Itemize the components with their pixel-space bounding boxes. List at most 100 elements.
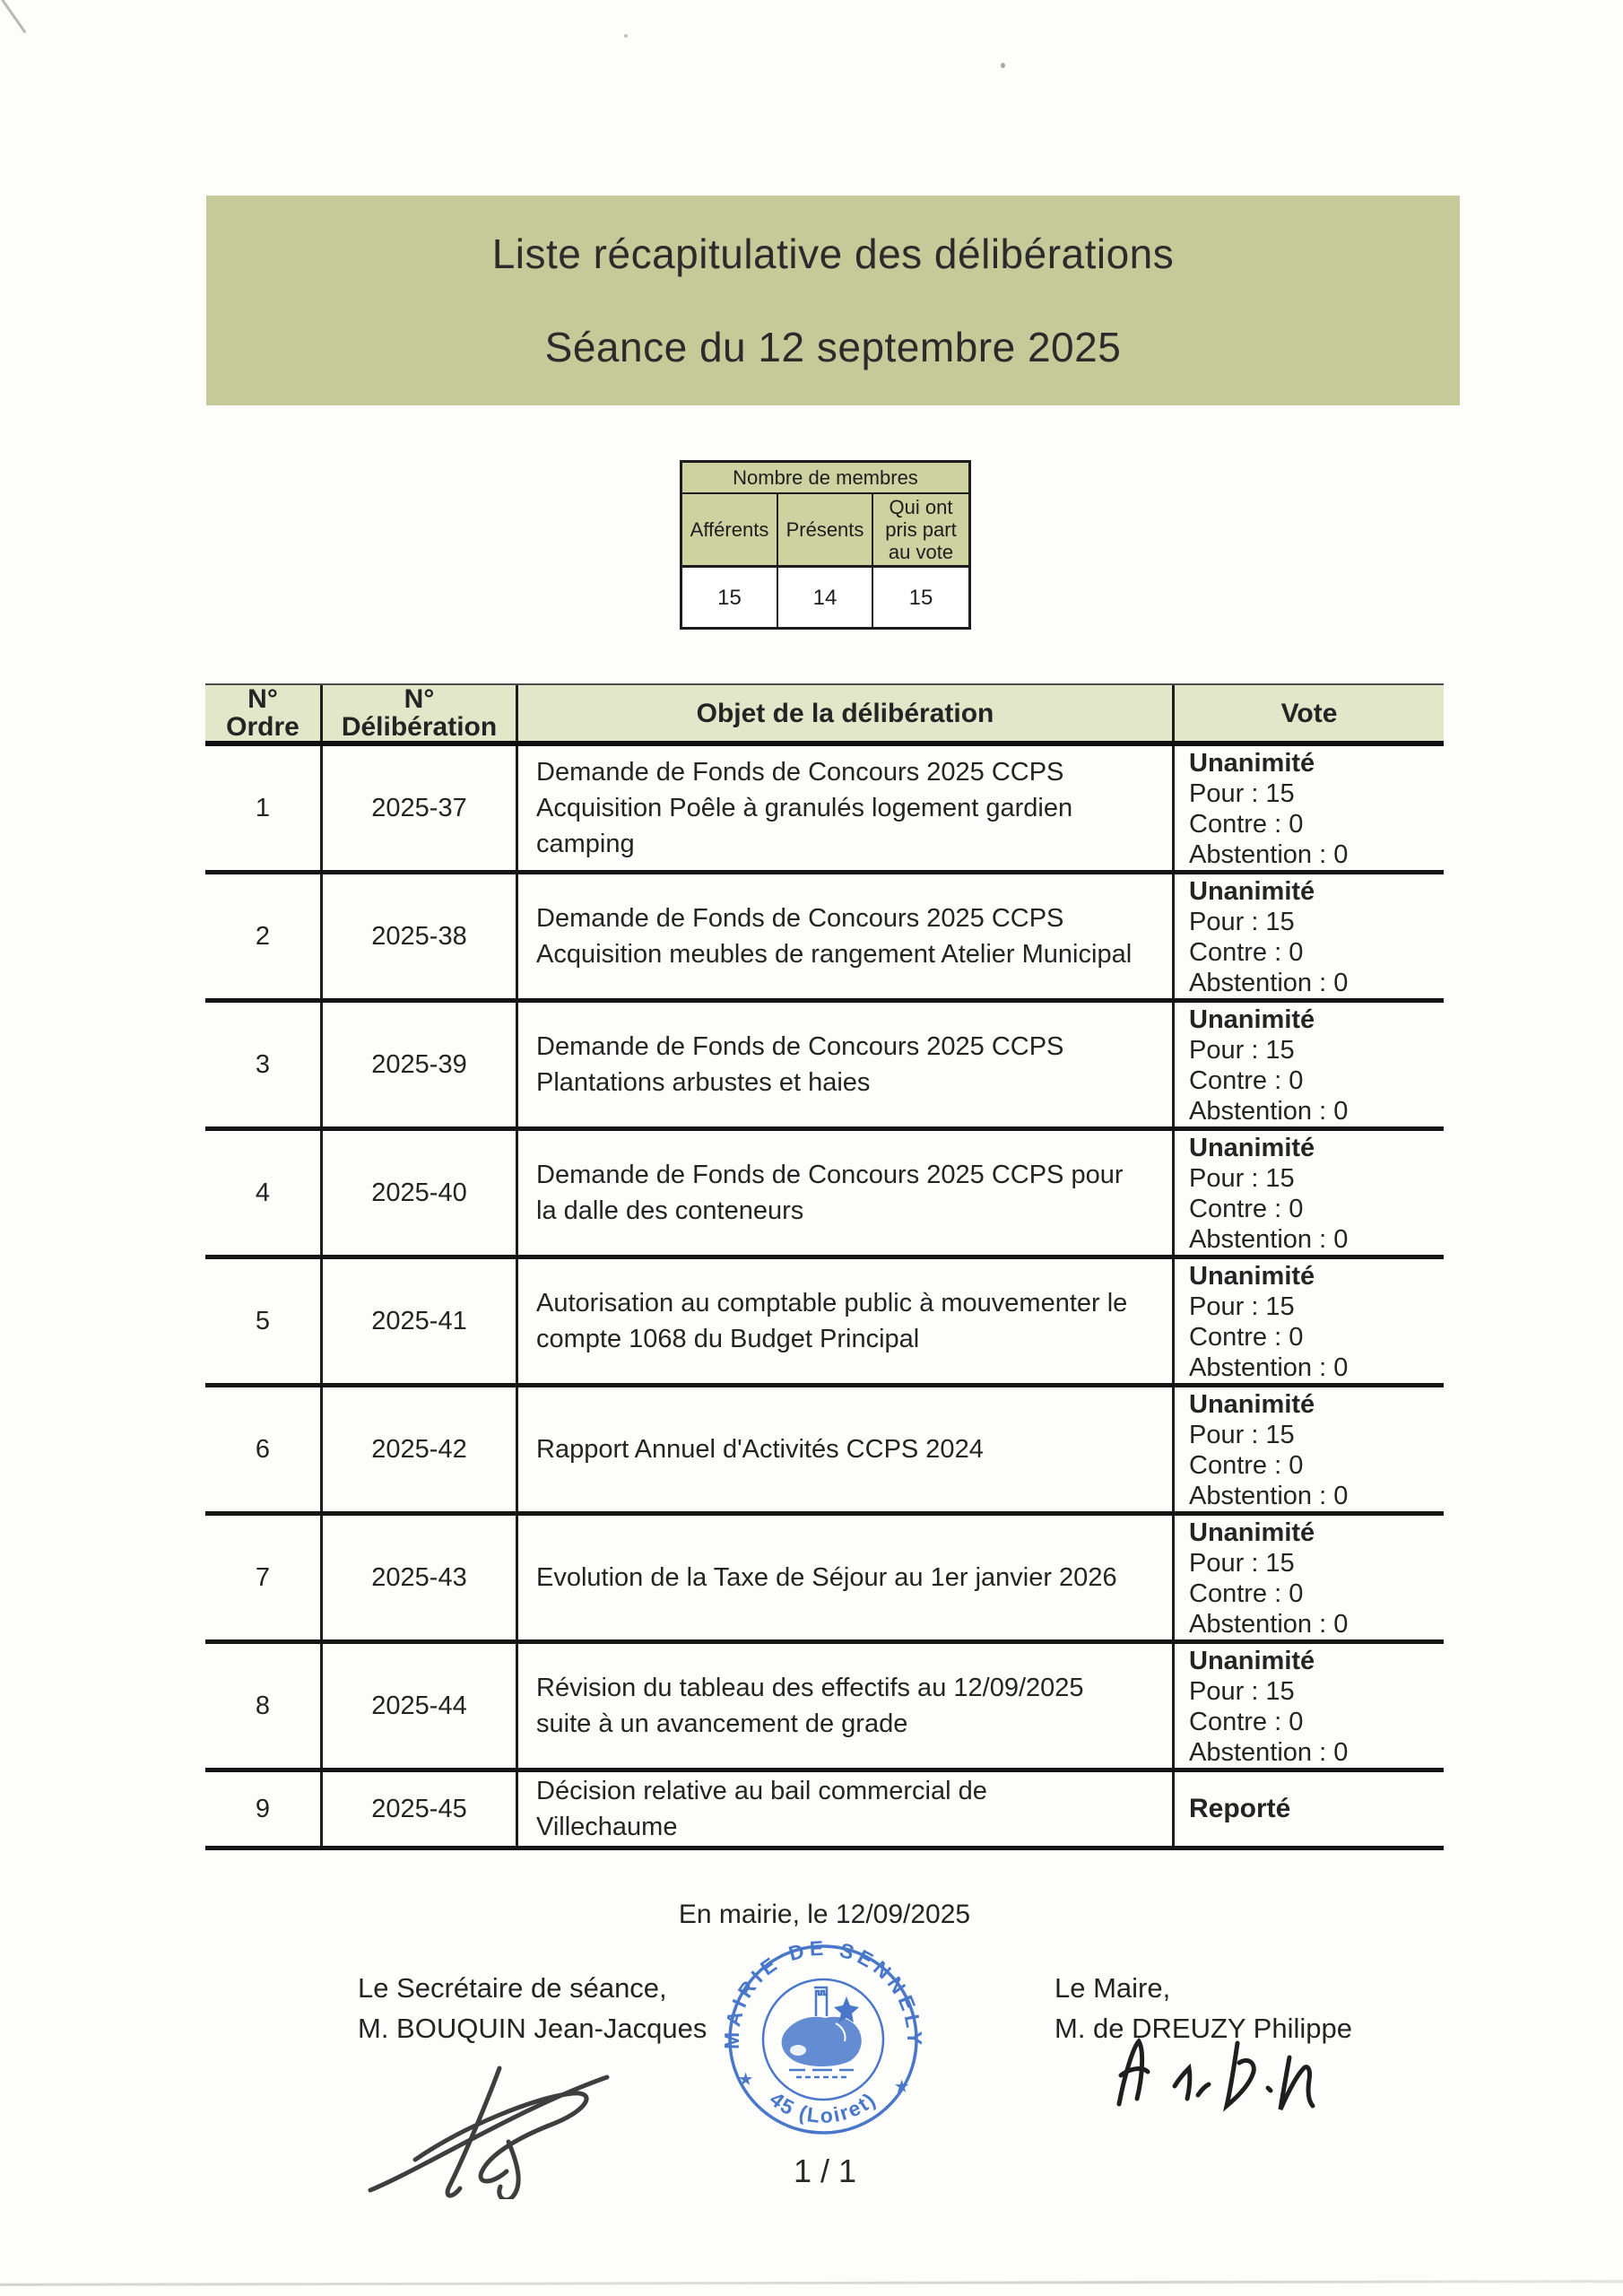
scan-corner-artifact [0, 0, 27, 34]
vote-contre: Contre : 0 [1189, 938, 1304, 967]
vote-abstention: Abstention : 0 [1189, 1225, 1349, 1254]
objet-cell: Demande de Fonds de Concours 2025 CCPS A… [516, 746, 1172, 870]
header-ordre-line2: Ordre [226, 712, 299, 742]
members-table-values-row: 15 14 15 [682, 568, 968, 627]
stamp-arc-bottom-text: 45 (Loiret) [766, 2087, 880, 2127]
table-row: 9 2025-45 Décision relative au bail comm… [205, 1772, 1444, 1850]
members-table-header-row: Afférents Présents Qui ont pris part au … [682, 494, 968, 568]
scan-speck [1001, 63, 1005, 68]
ordre-cell: 4 [255, 1178, 271, 1207]
stamp-star-left: ★ [739, 2071, 753, 2088]
ordre-cell: 8 [255, 1691, 271, 1720]
vote-cell: Reporté [1172, 1772, 1444, 1846]
vote-result: Unanimité [1189, 1647, 1315, 1675]
members-val-afferents: 15 [717, 585, 742, 610]
document-title: Liste récapitulative des délibérations [491, 230, 1175, 277]
ordre-cell: 2 [255, 921, 271, 951]
vote-result: Reporté [1189, 1794, 1291, 1823]
vote-pour: Pour : 15 [1189, 1421, 1295, 1449]
vote-abstention: Abstention : 0 [1189, 1353, 1349, 1382]
vote-result: Unanimité [1189, 749, 1315, 778]
secretary-name: M. BOUQUIN Jean-Jacques [358, 2013, 707, 2044]
vote-result: Unanimité [1189, 1134, 1315, 1162]
vote-cell: Unanimité Pour : 15 Contre : 0 Abstentio… [1172, 1644, 1444, 1768]
vote-abstention: Abstention : 0 [1189, 1482, 1349, 1510]
vote-contre: Contre : 0 [1189, 1451, 1304, 1480]
header-deliberation-line2: Délibération [341, 712, 498, 742]
deliberation-cell: 2025-39 [320, 1003, 516, 1126]
deliberation-cell: 2025-38 [320, 874, 516, 998]
header-deliberation: N° Délibération [320, 685, 516, 741]
vote-result: Unanimité [1189, 1262, 1315, 1291]
secretary-block: Le Secrétaire de séance, M. BOUQUIN Jean… [358, 1968, 707, 2048]
mayor-name: M. de DREUZY Philippe [1055, 2013, 1352, 2044]
table-row: 8 2025-44 Révision du tableau des effect… [205, 1644, 1444, 1772]
scan-edge-line [0, 2280, 1623, 2286]
vote-cell: Unanimité Pour : 15 Contre : 0 Abstentio… [1172, 1516, 1444, 1639]
members-val-presents: 14 [777, 568, 872, 627]
mayor-signature [1116, 2037, 1315, 2112]
header-ordre: N° Ordre [205, 685, 320, 741]
document-title-banner: Liste récapitulative des délibérations S… [206, 196, 1460, 405]
vote-pour: Pour : 15 [1189, 779, 1295, 808]
ordre-cell: 5 [255, 1306, 271, 1335]
deliberation-cell: 2025-43 [320, 1516, 516, 1639]
vote-contre: Contre : 0 [1189, 1066, 1304, 1095]
table-row: 4 2025-40 Demande de Fonds de Concours 2… [205, 1131, 1444, 1259]
objet-cell: Rapport Annuel d'Activités CCPS 2024 [516, 1387, 1172, 1511]
secretary-title: Le Secrétaire de séance, [358, 1972, 667, 2004]
vote-contre: Contre : 0 [1189, 1323, 1304, 1352]
vote-abstention: Abstention : 0 [1189, 1610, 1349, 1639]
objet-cell: Demande de Fonds de Concours 2025 CCPS P… [516, 1003, 1172, 1126]
objet-cell: Autorisation au comptable public à mouve… [516, 1259, 1172, 1383]
table-header-row: N° Ordre N° Délibération Objet de la dél… [205, 683, 1444, 746]
secretary-signature [368, 2066, 610, 2199]
members-col-presents: Présents [777, 494, 872, 565]
page-number: 1 / 1 [793, 2152, 857, 2189]
members-table-title: Nombre de membres [682, 463, 968, 494]
issued-date-line: En mairie, le 12/09/2025 [678, 1900, 971, 1929]
table-row: 6 2025-42 Rapport Annuel d'Activités CCP… [205, 1387, 1444, 1516]
ordre-cell: 3 [255, 1049, 271, 1079]
vote-result: Unanimité [1189, 1390, 1315, 1419]
ordre-cell: 6 [255, 1434, 271, 1464]
deliberation-cell: 2025-45 [320, 1772, 516, 1846]
municipal-stamp: MAIRIE DE SENNELY 45 (Loiret) ★ ★ [720, 1936, 925, 2142]
header-ordre-line1: N° [247, 684, 278, 714]
vote-pour: Pour : 15 [1189, 1549, 1295, 1578]
mayor-title: Le Maire, [1055, 1972, 1171, 2004]
objet-cell: Révision du tableau des effectifs au 12/… [516, 1644, 1172, 1768]
members-val-vote-part: 15 [872, 568, 968, 627]
vote-abstention: Abstention : 0 [1189, 1738, 1349, 1767]
vote-abstention: Abstention : 0 [1189, 1097, 1349, 1126]
stamp-star-right: ★ [895, 2078, 909, 2095]
vote-contre: Contre : 0 [1189, 1195, 1304, 1223]
stamp-emblem [781, 1986, 862, 2079]
vote-cell: Unanimité Pour : 15 Contre : 0 Abstentio… [1172, 1003, 1444, 1126]
objet-cell: Evolution de la Taxe de Séjour au 1er ja… [516, 1516, 1172, 1639]
ordre-cell: 1 [255, 793, 271, 822]
objet-cell: Décision relative au bail commercial de … [516, 1772, 1172, 1846]
vote-result: Unanimité [1189, 1518, 1315, 1547]
vote-cell: Unanimité Pour : 15 Contre : 0 Abstentio… [1172, 874, 1444, 998]
vote-pour: Pour : 15 [1189, 1292, 1295, 1321]
deliberation-cell: 2025-42 [320, 1387, 516, 1511]
vote-contre: Contre : 0 [1189, 810, 1304, 839]
objet-cell: Demande de Fonds de Concours 2025 CCPS p… [516, 1131, 1172, 1255]
table-row: 2 2025-38 Demande de Fonds de Concours 2… [205, 874, 1444, 1003]
scan-speck [624, 34, 628, 38]
header-objet: Objet de la délibération [516, 685, 1172, 741]
table-row: 5 2025-41 Autorisation au comptable publ… [205, 1259, 1444, 1387]
mayor-block: Le Maire, M. de DREUZY Philippe [1055, 1968, 1352, 2048]
vote-pour: Pour : 15 [1189, 1164, 1295, 1193]
deliberation-cell: 2025-44 [320, 1644, 516, 1768]
vote-abstention: Abstention : 0 [1189, 840, 1349, 869]
vote-pour: Pour : 15 [1189, 1036, 1295, 1065]
vote-result: Unanimité [1189, 1005, 1315, 1034]
members-col-afferents: Afférents [690, 518, 769, 541]
vote-cell: Unanimité Pour : 15 Contre : 0 Abstentio… [1172, 1387, 1444, 1511]
deliberation-cell: 2025-41 [320, 1259, 516, 1383]
svg-text:45 (Loiret): 45 (Loiret) [766, 2087, 881, 2127]
vote-pour: Pour : 15 [1189, 908, 1295, 936]
